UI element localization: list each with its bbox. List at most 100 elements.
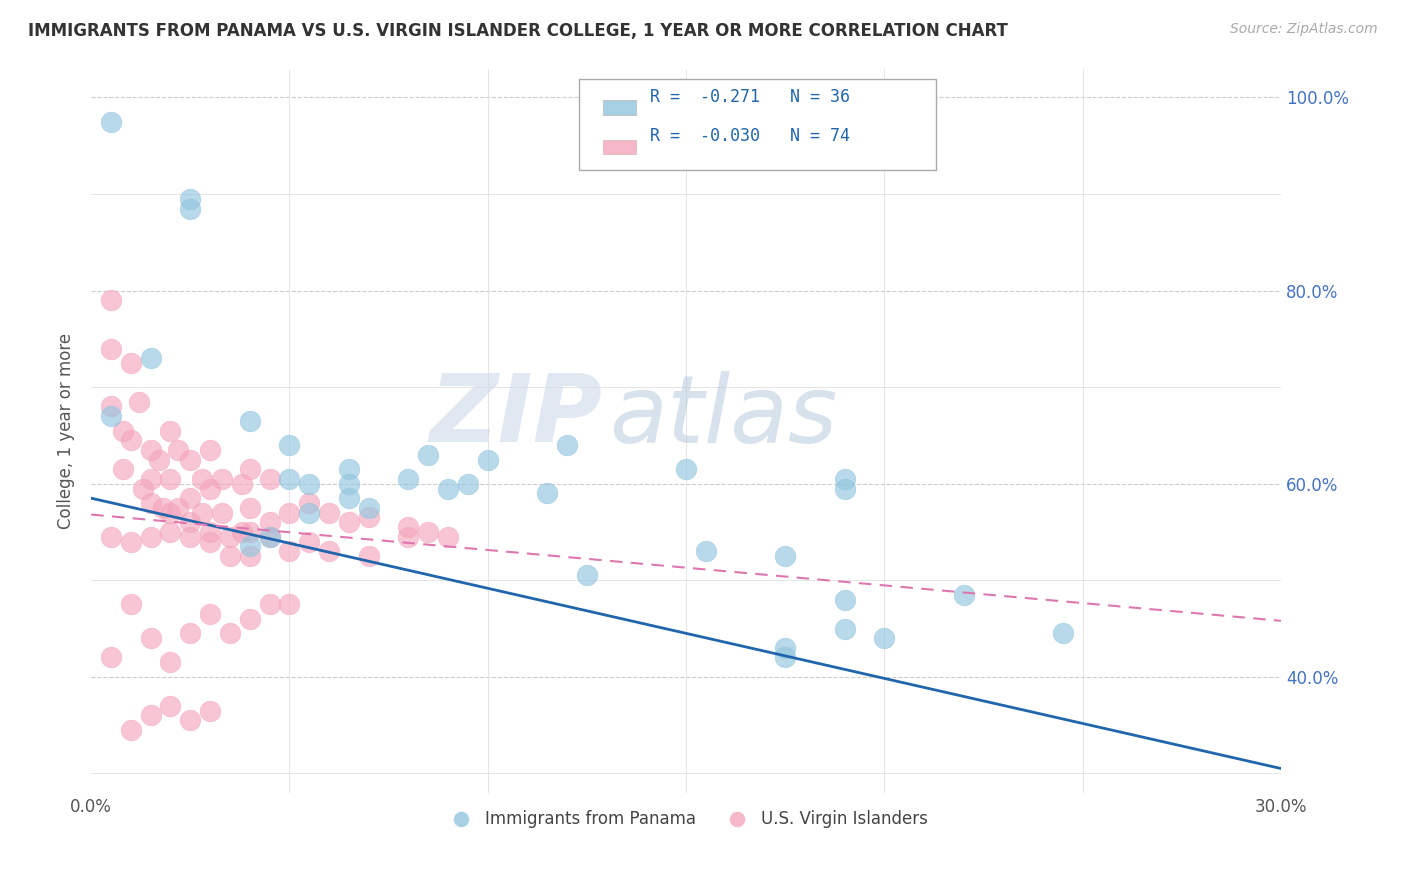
Point — [396, 520, 419, 534]
Point — [318, 544, 340, 558]
Point — [834, 592, 856, 607]
Point — [298, 534, 321, 549]
Point — [167, 442, 190, 457]
Point — [128, 394, 150, 409]
Point — [219, 530, 242, 544]
Point — [139, 442, 162, 457]
Point — [139, 708, 162, 723]
Point — [100, 293, 122, 308]
Point — [396, 472, 419, 486]
Point — [259, 530, 281, 544]
Point — [695, 544, 717, 558]
Point — [357, 510, 380, 524]
Point — [100, 114, 122, 128]
Point — [111, 462, 134, 476]
Point — [191, 472, 214, 486]
Point — [418, 524, 440, 539]
Point — [211, 472, 233, 486]
Point — [337, 491, 360, 505]
Point — [152, 500, 174, 515]
Point — [337, 516, 360, 530]
Point — [298, 476, 321, 491]
Point — [952, 588, 974, 602]
Point — [111, 424, 134, 438]
Point — [120, 356, 142, 370]
Point — [337, 462, 360, 476]
Point — [100, 409, 122, 423]
Point — [179, 202, 201, 216]
Point — [139, 631, 162, 645]
Point — [259, 516, 281, 530]
Point — [179, 713, 201, 727]
Point — [239, 524, 262, 539]
Point — [239, 549, 262, 563]
Y-axis label: College, 1 year or more: College, 1 year or more — [58, 333, 75, 529]
Point — [120, 534, 142, 549]
Point — [198, 524, 221, 539]
Point — [120, 598, 142, 612]
Point — [159, 524, 181, 539]
Point — [1052, 626, 1074, 640]
Point — [100, 400, 122, 414]
Point — [337, 476, 360, 491]
Point — [139, 496, 162, 510]
Point — [120, 434, 142, 448]
Point — [198, 534, 221, 549]
Point — [873, 631, 896, 645]
Point — [418, 448, 440, 462]
Point — [159, 424, 181, 438]
Point — [179, 530, 201, 544]
Point — [396, 530, 419, 544]
Point — [100, 530, 122, 544]
Point — [834, 482, 856, 496]
Point — [278, 544, 301, 558]
Point — [259, 472, 281, 486]
Point — [198, 607, 221, 621]
Point — [298, 506, 321, 520]
Point — [179, 516, 201, 530]
Point — [179, 491, 201, 505]
Point — [148, 452, 170, 467]
Point — [575, 568, 598, 582]
Text: R =  -0.271   N = 36: R = -0.271 N = 36 — [651, 87, 851, 105]
Point — [139, 530, 162, 544]
Point — [318, 506, 340, 520]
Point — [239, 540, 262, 554]
Point — [536, 486, 558, 500]
Point — [357, 500, 380, 515]
Point — [159, 506, 181, 520]
Text: IMMIGRANTS FROM PANAMA VS U.S. VIRGIN ISLANDER COLLEGE, 1 YEAR OR MORE CORRELATI: IMMIGRANTS FROM PANAMA VS U.S. VIRGIN IS… — [28, 22, 1008, 40]
Point — [139, 351, 162, 366]
Point — [132, 482, 155, 496]
Text: Source: ZipAtlas.com: Source: ZipAtlas.com — [1230, 22, 1378, 37]
Point — [198, 482, 221, 496]
Point — [259, 530, 281, 544]
Point — [457, 476, 479, 491]
Point — [100, 650, 122, 665]
Point — [179, 192, 201, 206]
Point — [239, 612, 262, 626]
Point — [100, 342, 122, 356]
Point — [278, 598, 301, 612]
Point — [773, 640, 796, 655]
Point — [357, 549, 380, 563]
Point — [773, 650, 796, 665]
FancyBboxPatch shape — [603, 101, 636, 115]
Point — [198, 442, 221, 457]
Point — [219, 549, 242, 563]
Point — [198, 704, 221, 718]
Point — [437, 530, 460, 544]
Point — [231, 476, 253, 491]
Point — [239, 414, 262, 428]
Point — [437, 482, 460, 496]
Point — [834, 622, 856, 636]
Point — [675, 462, 697, 476]
Point — [231, 524, 253, 539]
Point — [239, 500, 262, 515]
Point — [159, 472, 181, 486]
Point — [278, 472, 301, 486]
Point — [219, 626, 242, 640]
Point — [278, 438, 301, 452]
Text: R =  -0.030   N = 74: R = -0.030 N = 74 — [651, 127, 851, 145]
Point — [159, 656, 181, 670]
